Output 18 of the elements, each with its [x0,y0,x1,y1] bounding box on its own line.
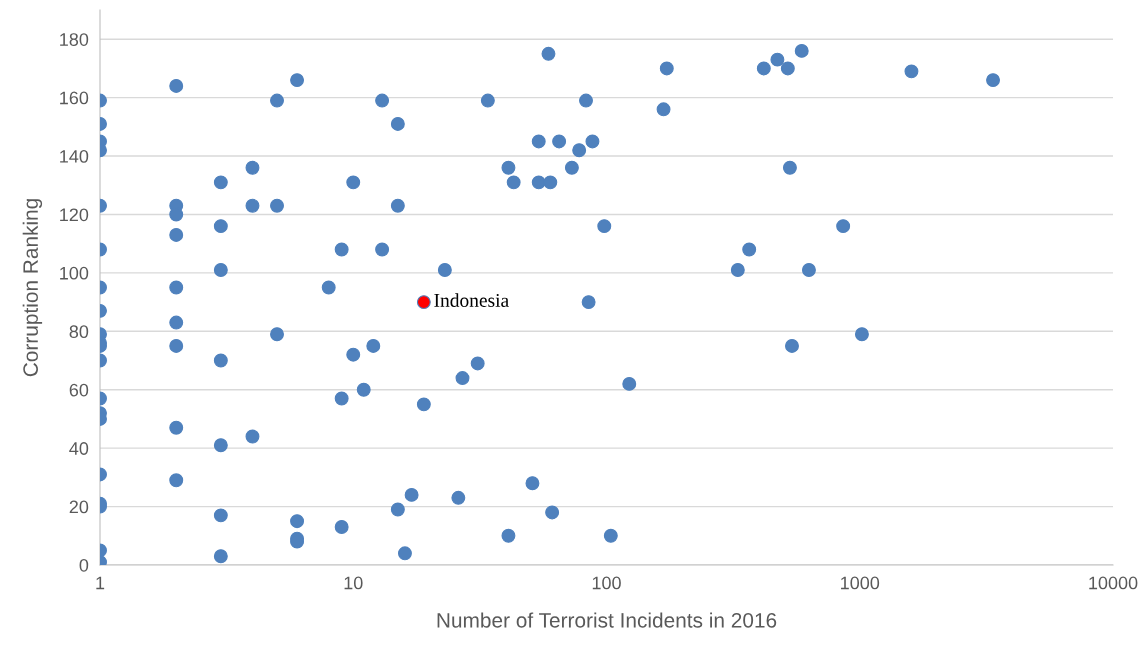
x-tick-label: 10 [344,576,363,590]
y-tick-label: 140 [60,149,89,163]
y-tick-label: 120 [60,208,89,222]
y-tick-label: 180 [60,33,89,46]
x-tick-label: 1 [96,576,105,590]
annotation: Indonesia [434,293,509,307]
x-tick-label: 1000 [841,576,880,590]
y-tick-label: 60 [69,383,89,397]
x-tick-label: 10000 [1089,576,1138,590]
y-tick-label: 0 [79,558,89,572]
y-axis-title: Corruption Ranking [22,199,43,377]
y-tick-label: 80 [69,325,89,339]
y-tick-label: 20 [69,500,89,514]
x-tick-label: 100 [592,576,621,590]
y-tick-label: 100 [60,266,89,280]
y-tick-label: 40 [69,442,89,455]
x-axis-title: Number of Terrorist Incidents in 2016 [437,612,777,628]
y-tick-label: 160 [60,91,89,105]
